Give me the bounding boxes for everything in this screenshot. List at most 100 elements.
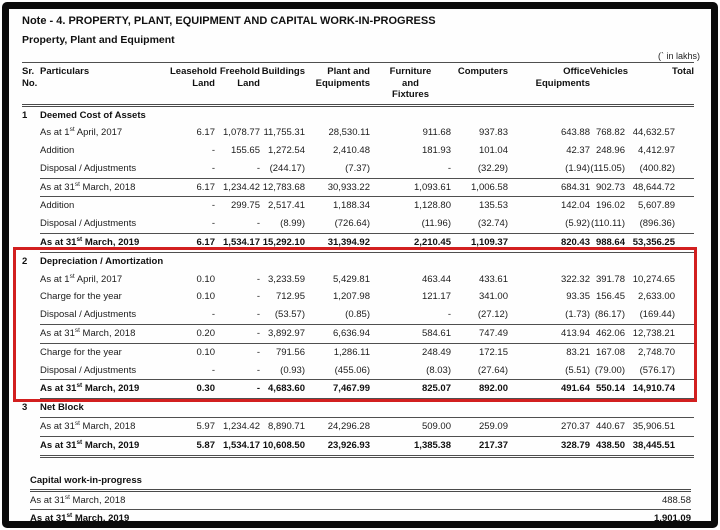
cell-pad: [675, 417, 694, 437]
cell-freehold: -: [256, 346, 260, 358]
cell-furniture: 121.17: [421, 291, 451, 303]
cell-leasehold: 0.10: [196, 291, 216, 303]
cwip-row-total: 488.58: [661, 494, 691, 506]
cell-leasehold: 5.97: [170, 417, 215, 437]
cell-total: (400.82): [639, 162, 675, 174]
cell-leasehold: -: [211, 364, 215, 376]
table-row: As at 1st April, 2017 6.17 1,078.77 11,755.…: [22, 124, 694, 142]
cell-leasehold: -: [211, 145, 215, 157]
cell-freehold: -: [215, 324, 260, 344]
section-number: 1: [22, 109, 28, 121]
cwip-row-label: As at 31st March, 2019: [30, 511, 130, 524]
row-label: As at 1st April, 2017: [40, 126, 123, 139]
cell-plant: 2,410.48: [333, 145, 370, 157]
table-header: Sr. No. Particulars Leasehold Land Freehold La…: [22, 63, 694, 105]
cell-buildings: 2,517.41: [268, 200, 305, 212]
table-row: Disposal / Adjustments - - (244.17) (7.37) -(…: [22, 160, 694, 178]
cell-sr: [22, 380, 40, 399]
cell-plant: (726.64): [334, 218, 370, 230]
cell-freehold: 155.65: [230, 145, 260, 157]
cell-leasehold: 0.30: [170, 379, 215, 400]
cell-computers: 101.04: [478, 145, 508, 157]
cell-pad: [675, 306, 694, 324]
cell-computers: 217.37: [451, 435, 508, 458]
row-label: Disposal / Adjustments: [40, 364, 137, 376]
cell-leasehold: 5.87: [170, 435, 215, 458]
cell-furniture: (11.96): [421, 218, 451, 230]
document-subtitle: Property, Plant and Equipment: [22, 34, 175, 46]
cell-total: 38,445.51: [625, 435, 675, 458]
cell-office: (5.92): [565, 218, 590, 230]
cell-buildings: 791.56: [275, 346, 305, 358]
row-label: Addition: [40, 145, 75, 157]
cell-pad: [675, 124, 694, 142]
cell-vehicles: 156.45: [595, 291, 625, 303]
cell-vehicles: (110.11): [591, 218, 625, 230]
cell-leasehold: -: [211, 200, 215, 212]
cell-vehicles: 988.64: [590, 233, 625, 253]
col-header-sr: Sr. No.: [22, 66, 38, 89]
section-title-row: 1 Deemed Cost of Assets: [22, 105, 694, 124]
cell-total: 12,738.21: [625, 324, 675, 344]
cell-furniture: 825.07: [370, 379, 451, 400]
note-title: Note - 4. PROPERTY, PLANT, EQUIPMENT AND…: [22, 15, 436, 27]
table-row: Addition - 299.75 2,517.41 1,188.34 1,128.80 1…: [22, 197, 694, 215]
col-header-leasehold: Leasehold Land: [170, 66, 217, 89]
cell-office: 42.37: [566, 145, 590, 157]
cell-computers: 937.83: [478, 127, 508, 139]
cell-freehold: -: [256, 364, 260, 376]
cell-leasehold: 0.10: [196, 346, 216, 358]
cell-office: 83.21: [566, 346, 590, 358]
cell-vehicles: 462.06: [590, 324, 625, 344]
cell-sr: [22, 362, 40, 380]
cell-vehicles: 196.02: [595, 200, 625, 212]
cell-plant: (7.37): [345, 162, 370, 174]
cell-plant: 28,530.11: [328, 127, 370, 139]
row-label: As at 31st March, 2019: [40, 379, 170, 400]
cell-freehold: 1,534.17: [215, 233, 260, 253]
cell-furniture: 584.61: [370, 324, 451, 344]
cell-furniture: 248.49: [421, 346, 451, 358]
cell-pad: [675, 271, 694, 289]
cell-sr: [22, 160, 40, 178]
cwip-row-total: 1,901.09: [654, 512, 691, 524]
cell-vehicles: (79.00): [594, 364, 625, 376]
cell-vehicles: 167.08: [595, 346, 625, 358]
cwip-row: As at 31st March, 2018 488.58: [30, 492, 691, 510]
table-row: Charge for the year 0.10 - 712.95 1,207.98 12…: [22, 288, 694, 306]
cell-freehold: -: [256, 162, 260, 174]
table-row: As at 1st April, 2017 0.10 -3,233.59 5,429.…: [22, 271, 694, 289]
section-number: 2: [22, 255, 28, 267]
cell-total: 53,356.25: [625, 233, 675, 253]
cell-furniture: 911.68: [422, 127, 451, 139]
cell-sr: [22, 124, 40, 142]
cell-leasehold: 6.17: [170, 233, 215, 253]
cell-plant: 7,467.99: [305, 379, 370, 400]
cell-computers: (32.29): [477, 162, 508, 174]
cell-pad: [675, 343, 694, 361]
cell-freehold: 1,234.42: [215, 417, 260, 437]
cwip-row: As at 31st March, 2019 1,901.09: [30, 510, 691, 524]
cell-office: 491.64: [508, 379, 590, 400]
cell-vehicles: 438.50: [590, 435, 625, 458]
header-row: Sr. No. Particulars Leasehold Land Freehold La…: [22, 63, 694, 105]
cell-buildings: 12,783.68: [260, 177, 305, 198]
cell-vehicles: (115.05): [590, 162, 625, 174]
cell-plant: 5,429.81: [333, 273, 370, 285]
row-label: Charge for the year: [40, 346, 122, 358]
row-label: As at 31st March, 2018: [40, 417, 170, 437]
cell-office: 684.31: [508, 177, 590, 198]
cell-plant: 23,926.93: [305, 435, 370, 458]
cell-pad: [675, 142, 694, 160]
cwip-row-label: As at 31st March, 2018: [30, 493, 126, 506]
col-header-particulars: Particulars: [40, 66, 90, 77]
cell-furniture: 509.00: [370, 417, 451, 437]
cell-sr: [22, 418, 40, 437]
cell-furniture: 1,128.80: [414, 200, 451, 212]
cell-pad: [675, 215, 694, 233]
cell-furniture: 463.44: [421, 273, 451, 285]
cell-total: (169.44): [639, 309, 675, 321]
cwip-title: Capital work-in-progress: [30, 472, 691, 492]
cell-sr: [22, 343, 40, 361]
cell-buildings: 15,292.10: [260, 233, 305, 253]
